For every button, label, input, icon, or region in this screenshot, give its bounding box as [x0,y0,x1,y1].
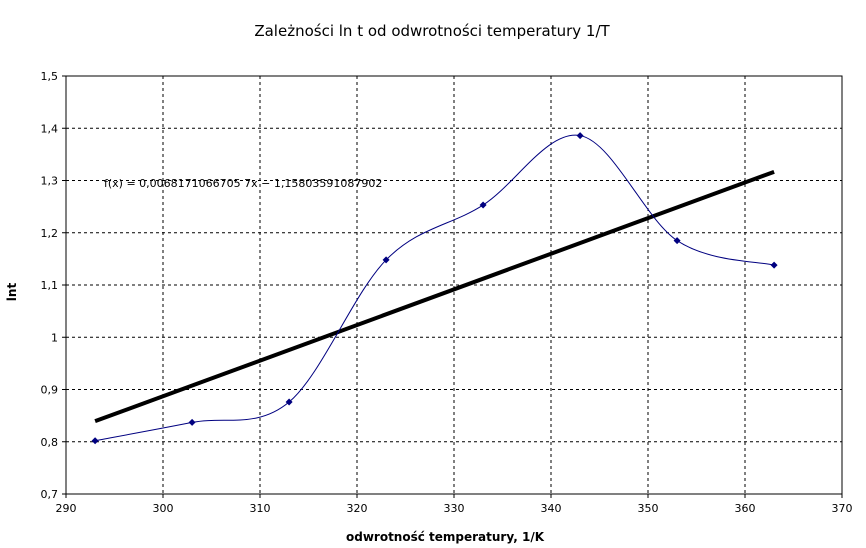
y-tick-label: 1,3 [41,175,59,188]
x-tick-label: 310 [250,502,271,515]
x-tick-label: 370 [832,502,853,515]
y-tick-label: 1,5 [41,70,59,83]
x-tick-label: 340 [541,502,562,515]
trendline-equation: f(x) = 0,0068171066705 7x − 1,1580359108… [104,177,382,190]
x-tick-label: 320 [347,502,368,515]
chart-title: Zależności ln t od odwrotności temperatu… [254,22,610,40]
y-axis: 0,7 0,8 0,9 1 1,1 1,2 1,3 1,4 1,5 [41,70,66,501]
x-axis: 290 300 310 320 330 340 350 360 370 [56,494,853,515]
y-tick-label: 0,7 [41,488,59,501]
x-tick-label: 290 [56,502,77,515]
series [91,132,778,445]
data-point [479,201,487,209]
grid [66,76,842,494]
y-tick-label: 1,4 [41,122,59,135]
series-line [95,134,775,442]
y-tick-label: 1 [51,331,58,344]
data-point [673,237,681,245]
y-tick-label: 0,8 [41,436,59,449]
data-point [285,398,293,406]
data-point [188,418,196,426]
data-point [770,261,778,269]
y-tick-label: 1,1 [41,279,59,292]
x-tick-label: 360 [735,502,756,515]
trendline [94,169,775,424]
data-point [382,256,390,264]
x-tick-label: 330 [444,502,465,515]
x-axis-title: odwrotność temperatury, 1/K [346,530,545,544]
data-point [576,132,584,140]
x-tick-label: 300 [153,502,174,515]
y-tick-label: 1,2 [41,227,59,240]
x-tick-label: 350 [638,502,659,515]
y-tick-label: 0,9 [41,384,59,397]
data-point [91,437,99,445]
y-axis-title: lnt [5,283,19,302]
